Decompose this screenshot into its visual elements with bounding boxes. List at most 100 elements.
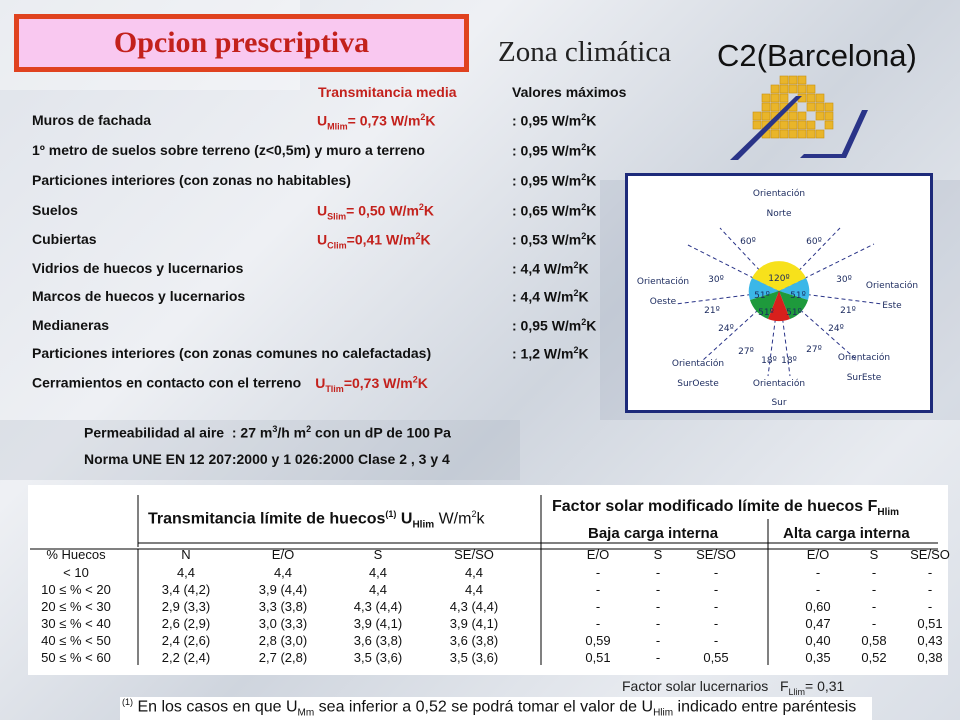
angle-label: 51º: [786, 308, 802, 318]
table-cell: -: [655, 650, 661, 665]
label-norte: Norte: [766, 209, 791, 219]
norma: Norma UNE EN 12 207:2000 y 1 026:2000 Cl…: [84, 451, 450, 467]
table-cell: 2,4 (2,6): [161, 633, 211, 648]
label-orientacion-norte: Orientación: [753, 188, 805, 199]
orientation-compass: Orientación Norte Orientación Oeste Orie…: [625, 173, 933, 413]
table-cell: 4,4: [368, 565, 388, 580]
table-cell: 4,4: [464, 565, 484, 580]
table-cell: 0,51: [917, 616, 943, 631]
table-cell: -: [595, 599, 601, 614]
row-label: < 10: [63, 565, 89, 580]
table-cell: 4,4: [368, 582, 388, 597]
table-cell: 3,9 (4,1): [449, 616, 499, 631]
southwest-sector: [750, 291, 779, 319]
row-label: 30 ≤ % < 40: [41, 616, 111, 631]
angle-label: 120º: [768, 274, 789, 284]
angle-label: 27º: [806, 345, 822, 355]
table-cell: 3,3 (3,8): [258, 599, 308, 614]
u-limit-value: UTlim=0,73 W/m2K: [315, 374, 428, 394]
southeast-sector: [779, 291, 808, 319]
u-limit-value: UMlim= 0,73 W/m2K: [317, 112, 436, 132]
limit-table: Transmitancia límite de huecos(1) UHlim …: [28, 485, 950, 675]
table-cell: -: [595, 616, 601, 631]
table-cell: 3,9 (4,4): [258, 582, 308, 597]
element-label: Suelos: [32, 202, 78, 218]
column-header: SE/SO: [696, 547, 736, 562]
table-cell: 0,52: [861, 650, 887, 665]
label-este: Este: [882, 301, 902, 311]
column-header: SE/SO: [454, 547, 494, 562]
table-cell: -: [927, 599, 933, 614]
element-label: 1º metro de suelos sobre terreno (z<0,5m…: [32, 142, 425, 158]
max-value: : 0,95 W/m2K: [512, 112, 597, 129]
table-title-transmitancia: Transmitancia límite de huecos(1) UHlim …: [148, 509, 485, 531]
column-header: N: [181, 547, 191, 562]
table-rules: [30, 495, 938, 665]
table-cell: 0,60: [805, 599, 831, 614]
table-cell: 0,55: [703, 650, 729, 665]
factor-lucernarios: Factor solar lucernarios FLlim= 0,31: [622, 678, 845, 697]
table-cell: -: [655, 565, 661, 580]
table-cell: 3,5 (3,6): [353, 650, 403, 665]
north-sector: [752, 261, 806, 291]
column-header: S: [373, 547, 383, 562]
table-cell: 2,7 (2,8): [258, 650, 308, 665]
angle-label: 21º: [704, 306, 720, 316]
background-tile: [0, 420, 520, 480]
header-valores-maximos: Valores máximos: [512, 84, 627, 100]
table-cell: -: [655, 582, 661, 597]
column-header: E/O: [806, 547, 830, 562]
table-cell: -: [927, 565, 933, 580]
column-header: S: [653, 547, 663, 562]
table-cell: 0,59: [585, 633, 611, 648]
header-transmitancia: Transmitancia media: [318, 84, 457, 100]
table-cell: 4,4: [176, 565, 196, 580]
table-cell: 2,6 (2,9): [161, 616, 211, 631]
table-cell: 2,2 (2,4): [161, 650, 211, 665]
u-limit-value: UClim=0,41 W/m2K: [317, 231, 431, 251]
label-oeste: Oeste: [650, 297, 677, 307]
permeabilidad: Permeabilidad al aire : 27 m3/h m2 con u…: [84, 424, 451, 441]
label-orientacion-sur: Orientación: [753, 378, 805, 389]
row-label: 40 ≤ % < 50: [41, 633, 111, 648]
row-label: 50 ≤ % < 60: [41, 650, 111, 665]
table-cell: -: [595, 582, 601, 597]
angle-label: 30º: [708, 275, 724, 285]
table-title-factor: Factor solar modificado límite de huecos…: [552, 498, 900, 519]
table-cell: 2,8 (3,0): [258, 633, 308, 648]
table-cell: -: [713, 582, 719, 597]
angle-label: 51º: [790, 291, 806, 301]
element-label: Muros de fachada: [32, 112, 152, 128]
angle-label: 60º: [740, 237, 756, 247]
max-value: : 0,65 W/m2K: [512, 202, 597, 219]
element-label: Vidrios de huecos y lucernarios: [32, 260, 244, 276]
angle-label: 21º: [840, 306, 856, 316]
element-label: Medianeras: [32, 317, 110, 333]
max-value: : 0,95 W/m2K: [512, 172, 597, 189]
max-value: : 4,4 W/m2K: [512, 288, 589, 305]
max-value: : 1,2 W/m2K: [512, 345, 589, 362]
header-baja-carga: Baja carga interna: [588, 525, 719, 542]
table-cell: 0,58: [861, 633, 887, 648]
table-cell: -: [815, 582, 821, 597]
east-sector: [779, 278, 810, 300]
page-title: Opcion prescriptiva: [113, 26, 370, 59]
table-cell: 2,9 (3,3): [161, 599, 211, 614]
header-alta-carga: Alta carga interna: [783, 525, 910, 542]
label-sureste: SurEste: [847, 373, 882, 383]
table-cell: 3,6 (3,8): [353, 633, 403, 648]
table-cell: 3,0 (3,3): [258, 616, 308, 631]
label-orientacion-oeste: Orientación: [637, 276, 689, 287]
table-cell: -: [713, 565, 719, 580]
region-label: C2(Barcelona): [717, 38, 917, 73]
element-label: Marcos de huecos y lucernarios: [32, 288, 246, 304]
element-label: Cubiertas: [32, 231, 97, 247]
climate-zone-logo: [730, 75, 868, 160]
max-value: : 0,95 W/m2K: [512, 317, 597, 334]
element-label: Particiones interiores (con zonas comune…: [32, 345, 432, 361]
column-header: % Huecos: [46, 547, 106, 562]
compass-diagram: Orientación Norte Orientación Oeste Orie…: [637, 188, 918, 408]
table-cell: -: [655, 599, 661, 614]
angle-label: 60º: [806, 237, 822, 247]
table-cell: -: [713, 633, 719, 648]
